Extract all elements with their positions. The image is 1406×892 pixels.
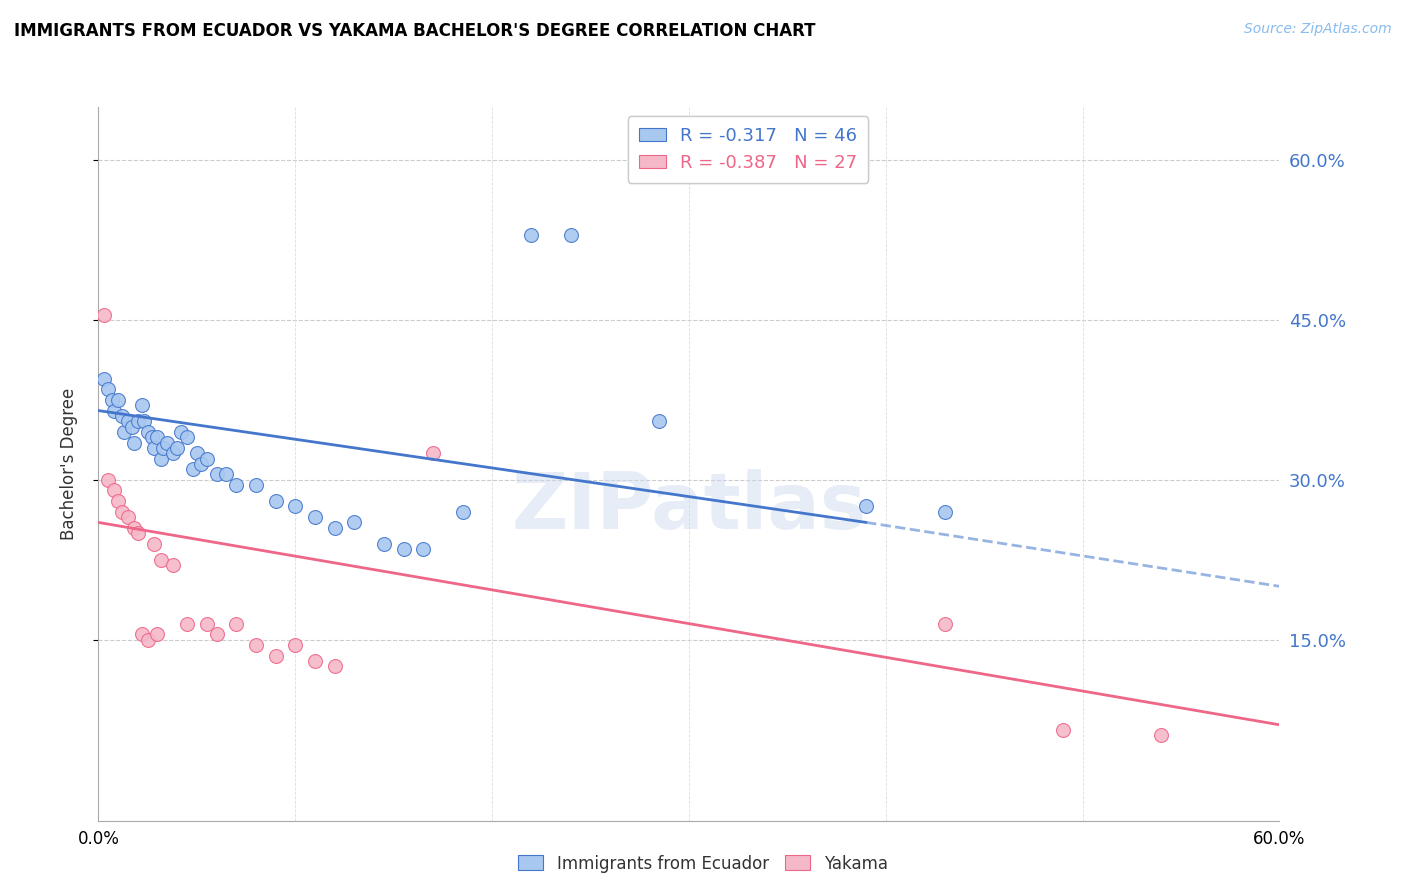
Point	[176, 430, 198, 444]
Point	[205, 627, 228, 641]
Point	[343, 516, 366, 530]
Point	[111, 505, 134, 519]
Point	[141, 430, 163, 444]
Point	[131, 627, 153, 641]
Point	[176, 616, 198, 631]
Point	[181, 462, 204, 476]
Point	[284, 500, 307, 514]
Point	[117, 414, 139, 428]
Point	[107, 392, 129, 407]
Point	[142, 441, 165, 455]
Y-axis label: Bachelor's Degree: Bachelor's Degree	[59, 388, 77, 540]
Point	[127, 526, 149, 541]
Point	[97, 473, 120, 487]
Point	[284, 638, 307, 652]
Point	[136, 632, 159, 647]
Point	[146, 430, 169, 444]
Point	[412, 542, 434, 557]
Point	[162, 558, 184, 572]
Point	[103, 403, 125, 417]
Point	[205, 467, 228, 482]
Point	[215, 467, 238, 482]
Point	[195, 451, 218, 466]
Point	[190, 457, 212, 471]
Point	[934, 616, 956, 631]
Point	[323, 521, 346, 535]
Point	[101, 392, 124, 407]
Point	[122, 521, 145, 535]
Point	[392, 542, 415, 557]
Point	[152, 441, 174, 455]
Point	[112, 425, 135, 439]
Point	[136, 425, 159, 439]
Point	[451, 505, 474, 519]
Point	[520, 227, 543, 242]
Legend: R = -0.317   N = 46, R = -0.387   N = 27: R = -0.317 N = 46, R = -0.387 N = 27	[628, 116, 868, 183]
Legend: Immigrants from Ecuador, Yakama: Immigrants from Ecuador, Yakama	[512, 848, 894, 880]
Point	[323, 659, 346, 673]
Point	[855, 500, 877, 514]
Point	[121, 419, 143, 434]
Point	[195, 616, 218, 631]
Point	[97, 382, 120, 396]
Point	[245, 478, 267, 492]
Point	[934, 505, 956, 519]
Point	[132, 414, 155, 428]
Point	[264, 494, 287, 508]
Point	[156, 435, 179, 450]
Text: Source: ZipAtlas.com: Source: ZipAtlas.com	[1244, 22, 1392, 37]
Point	[127, 414, 149, 428]
Point	[1150, 728, 1173, 742]
Point	[560, 227, 582, 242]
Text: ZIPatlas: ZIPatlas	[512, 468, 866, 545]
Point	[117, 510, 139, 524]
Point	[131, 398, 153, 412]
Point	[150, 552, 173, 566]
Point	[225, 616, 247, 631]
Point	[245, 638, 267, 652]
Point	[93, 371, 115, 385]
Point	[186, 446, 208, 460]
Point	[150, 451, 173, 466]
Point	[93, 308, 115, 322]
Point	[648, 414, 671, 428]
Point	[166, 441, 188, 455]
Point	[1052, 723, 1074, 738]
Point	[170, 425, 193, 439]
Point	[225, 478, 247, 492]
Point	[422, 446, 444, 460]
Point	[111, 409, 134, 423]
Point	[373, 537, 395, 551]
Point	[103, 483, 125, 498]
Point	[304, 654, 326, 668]
Point	[122, 435, 145, 450]
Point	[107, 494, 129, 508]
Point	[146, 627, 169, 641]
Point	[162, 446, 184, 460]
Point	[264, 648, 287, 663]
Point	[304, 510, 326, 524]
Text: IMMIGRANTS FROM ECUADOR VS YAKAMA BACHELOR'S DEGREE CORRELATION CHART: IMMIGRANTS FROM ECUADOR VS YAKAMA BACHEL…	[14, 22, 815, 40]
Point	[142, 537, 165, 551]
